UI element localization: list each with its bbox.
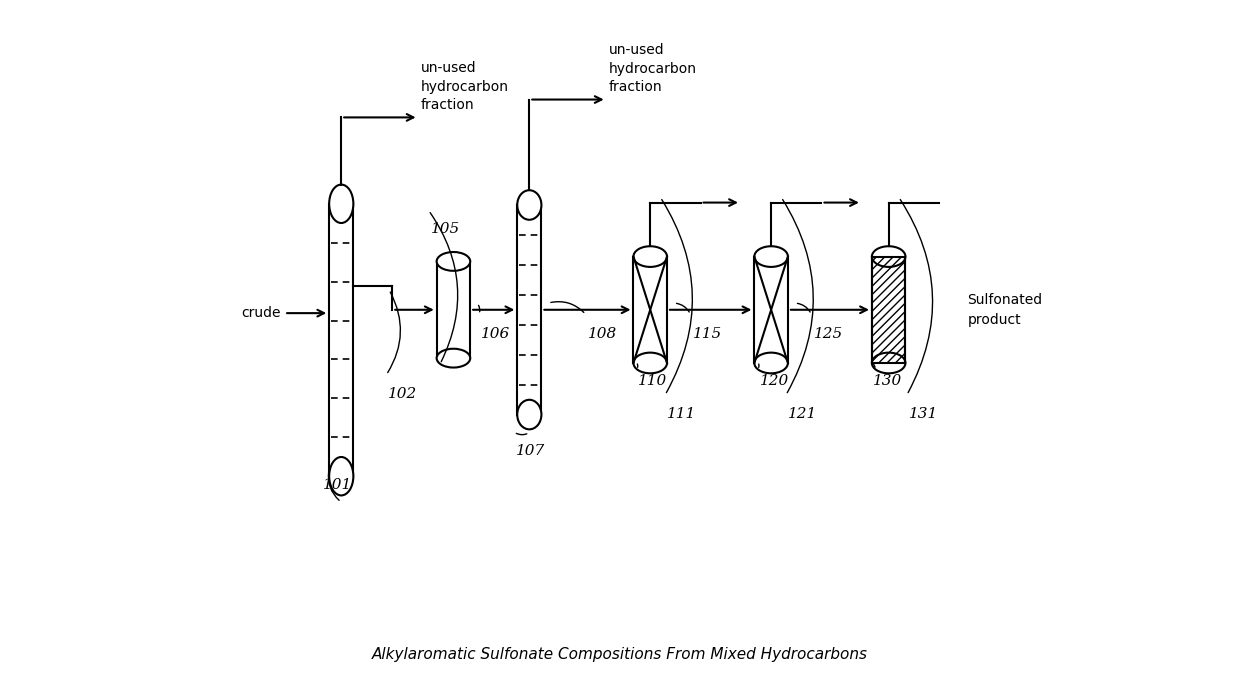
Text: 131: 131 (909, 407, 939, 421)
Ellipse shape (436, 252, 470, 271)
Bar (634, 256, 667, 363)
Text: Sulfonated
product: Sulfonated product (967, 293, 1043, 326)
Text: 111: 111 (667, 407, 697, 421)
Bar (872, 256, 905, 363)
Ellipse shape (872, 246, 905, 267)
Ellipse shape (872, 353, 905, 373)
Ellipse shape (754, 353, 787, 373)
Bar (872, 256, 905, 363)
Text: 120: 120 (760, 373, 789, 388)
Ellipse shape (436, 349, 470, 367)
Bar (436, 261, 470, 358)
Text: 108: 108 (588, 326, 618, 341)
Text: 105: 105 (430, 222, 460, 237)
Text: 110: 110 (639, 373, 667, 388)
Ellipse shape (517, 400, 542, 429)
Text: 125: 125 (813, 326, 843, 341)
Text: 130: 130 (873, 373, 901, 388)
Ellipse shape (754, 246, 787, 267)
Text: 115: 115 (692, 326, 722, 341)
Text: 102: 102 (388, 387, 418, 401)
Text: Alkylaromatic Sulfonate Compositions From Mixed Hydrocarbons: Alkylaromatic Sulfonate Compositions Fro… (372, 647, 868, 662)
Ellipse shape (517, 190, 542, 220)
Text: un-used
hydrocarbon
fraction: un-used hydrocarbon fraction (609, 44, 697, 94)
Ellipse shape (329, 184, 353, 223)
Text: 107: 107 (516, 444, 546, 458)
Ellipse shape (634, 246, 667, 267)
Bar (517, 205, 542, 415)
Text: 106: 106 (481, 326, 510, 341)
Bar (754, 256, 787, 363)
Text: crude: crude (242, 306, 280, 320)
Ellipse shape (329, 457, 353, 496)
Bar (329, 204, 353, 476)
Ellipse shape (634, 353, 667, 373)
Text: un-used
hydrocarbon
fraction: un-used hydrocarbon fraction (420, 61, 508, 112)
Text: 121: 121 (787, 407, 817, 421)
Bar (872, 256, 905, 363)
Text: 101: 101 (322, 477, 352, 492)
